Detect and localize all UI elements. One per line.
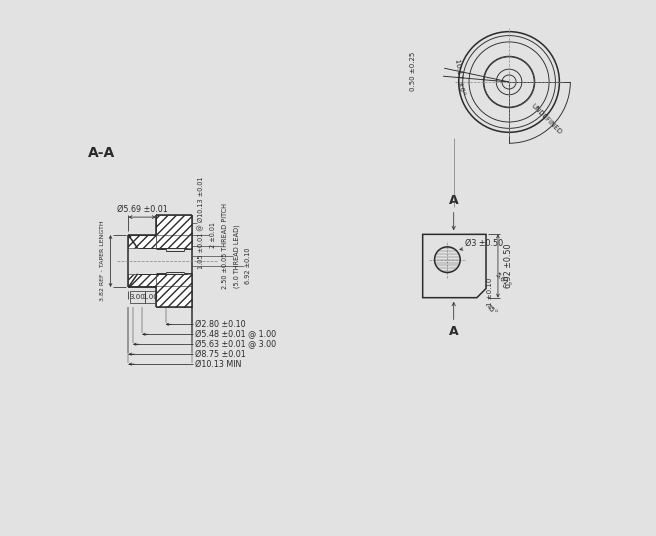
Text: 6.92 ±0.10: 6.92 ±0.10 <box>245 248 251 284</box>
Text: 5.01°: 5.01° <box>493 271 511 289</box>
Text: Ø5.69 ±0.01: Ø5.69 ±0.01 <box>117 205 167 214</box>
Text: A: A <box>449 195 459 207</box>
Bar <box>146 291 155 303</box>
Text: 6.92 ±0.50: 6.92 ±0.50 <box>504 244 513 288</box>
Text: Ø8.75 ±0.01: Ø8.75 ±0.01 <box>195 349 245 359</box>
Text: 3.00: 3.00 <box>129 294 145 300</box>
Text: 1.00: 1.00 <box>142 294 158 300</box>
Text: Ø2.80 ±0.10: Ø2.80 ±0.10 <box>195 320 245 329</box>
Text: 2.50 ±0.05 THREAD PITCH: 2.50 ±0.05 THREAD PITCH <box>222 203 228 289</box>
Text: Ø3 ±0.50: Ø3 ±0.50 <box>460 239 504 250</box>
Text: 1 ±0.10: 1 ±0.10 <box>487 278 493 307</box>
Text: 3.82 REF - TAPER LENGTH: 3.82 REF - TAPER LENGTH <box>100 221 105 301</box>
Text: Ø5.48 ±0.01 @ 1.00: Ø5.48 ±0.01 @ 1.00 <box>195 330 276 339</box>
Polygon shape <box>129 274 156 287</box>
Text: A: A <box>449 324 459 338</box>
Text: 2 ±0.01: 2 ±0.01 <box>210 221 216 248</box>
Text: 0.50 ±0.25: 0.50 ±0.25 <box>410 51 416 91</box>
Polygon shape <box>129 235 156 248</box>
Text: Ø10.13 MIN: Ø10.13 MIN <box>195 360 241 369</box>
Text: UNDEFINED: UNDEFINED <box>529 102 562 135</box>
Text: A-A: A-A <box>87 146 115 160</box>
Text: 45°: 45° <box>485 303 499 316</box>
Text: (5.0 THREAD LEAD): (5.0 THREAD LEAD) <box>234 225 240 288</box>
Text: 10.17 ±0°: 10.17 ±0° <box>454 58 465 95</box>
Polygon shape <box>156 215 192 248</box>
Text: 1.05 ±0.01 @ Ø10.13 ±0.01: 1.05 ±0.01 @ Ø10.13 ±0.01 <box>197 177 204 269</box>
Text: Ø5.63 ±0.01 @ 3.00: Ø5.63 ±0.01 @ 3.00 <box>195 340 276 349</box>
Polygon shape <box>156 274 192 307</box>
Bar <box>130 291 145 303</box>
